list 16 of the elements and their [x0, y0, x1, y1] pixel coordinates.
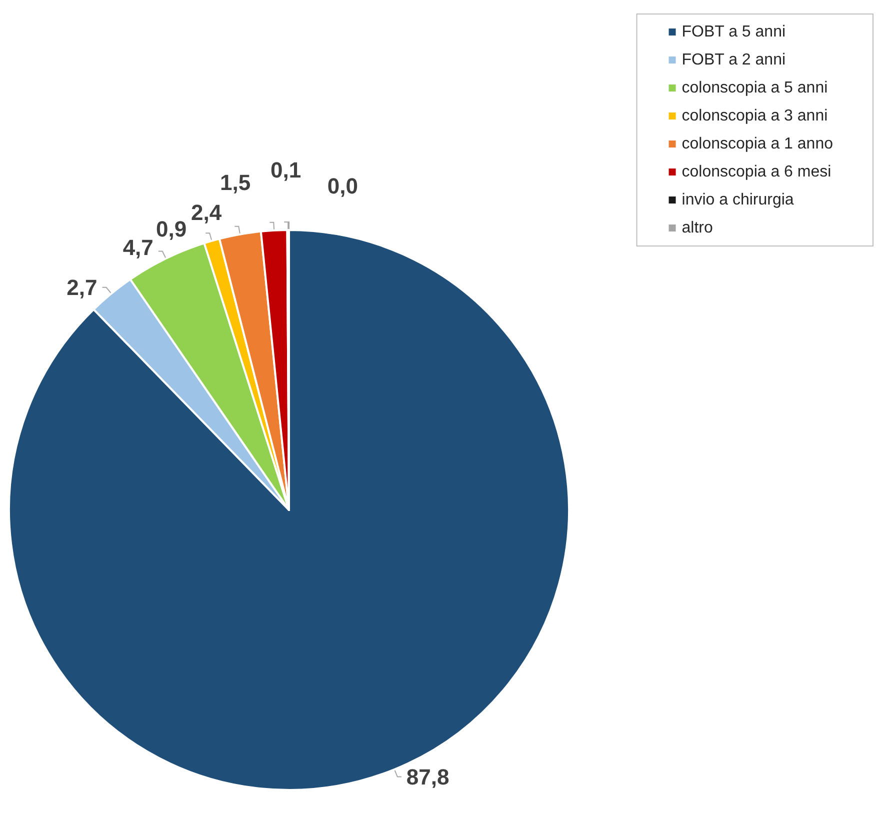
- legend-label: colonscopia a 5 anni: [682, 80, 828, 96]
- legend-label: invio a chirurgia: [682, 192, 794, 208]
- legend-label: FOBT a 2 anni: [682, 52, 786, 68]
- data-label: 87,8: [406, 764, 450, 790]
- legend-label: colonscopia a 1 anno: [682, 136, 834, 152]
- data-label: 2,7: [66, 274, 98, 300]
- legend-label: altro: [682, 220, 713, 236]
- data-label: 0,9: [156, 216, 187, 242]
- legend-label: colonscopia a 3 anni: [682, 108, 828, 124]
- data-label: 0,1: [270, 158, 302, 182]
- legend-label: colonscopia a 6 mesi: [682, 164, 832, 180]
- text: 0,0: [327, 174, 358, 198]
- data-label: 4,7: [122, 234, 154, 260]
- data-label: 1,5: [220, 170, 251, 195]
- legend-label: FOBT a 5 anni: [682, 24, 786, 40]
- data-label: 2,4: [191, 200, 222, 225]
